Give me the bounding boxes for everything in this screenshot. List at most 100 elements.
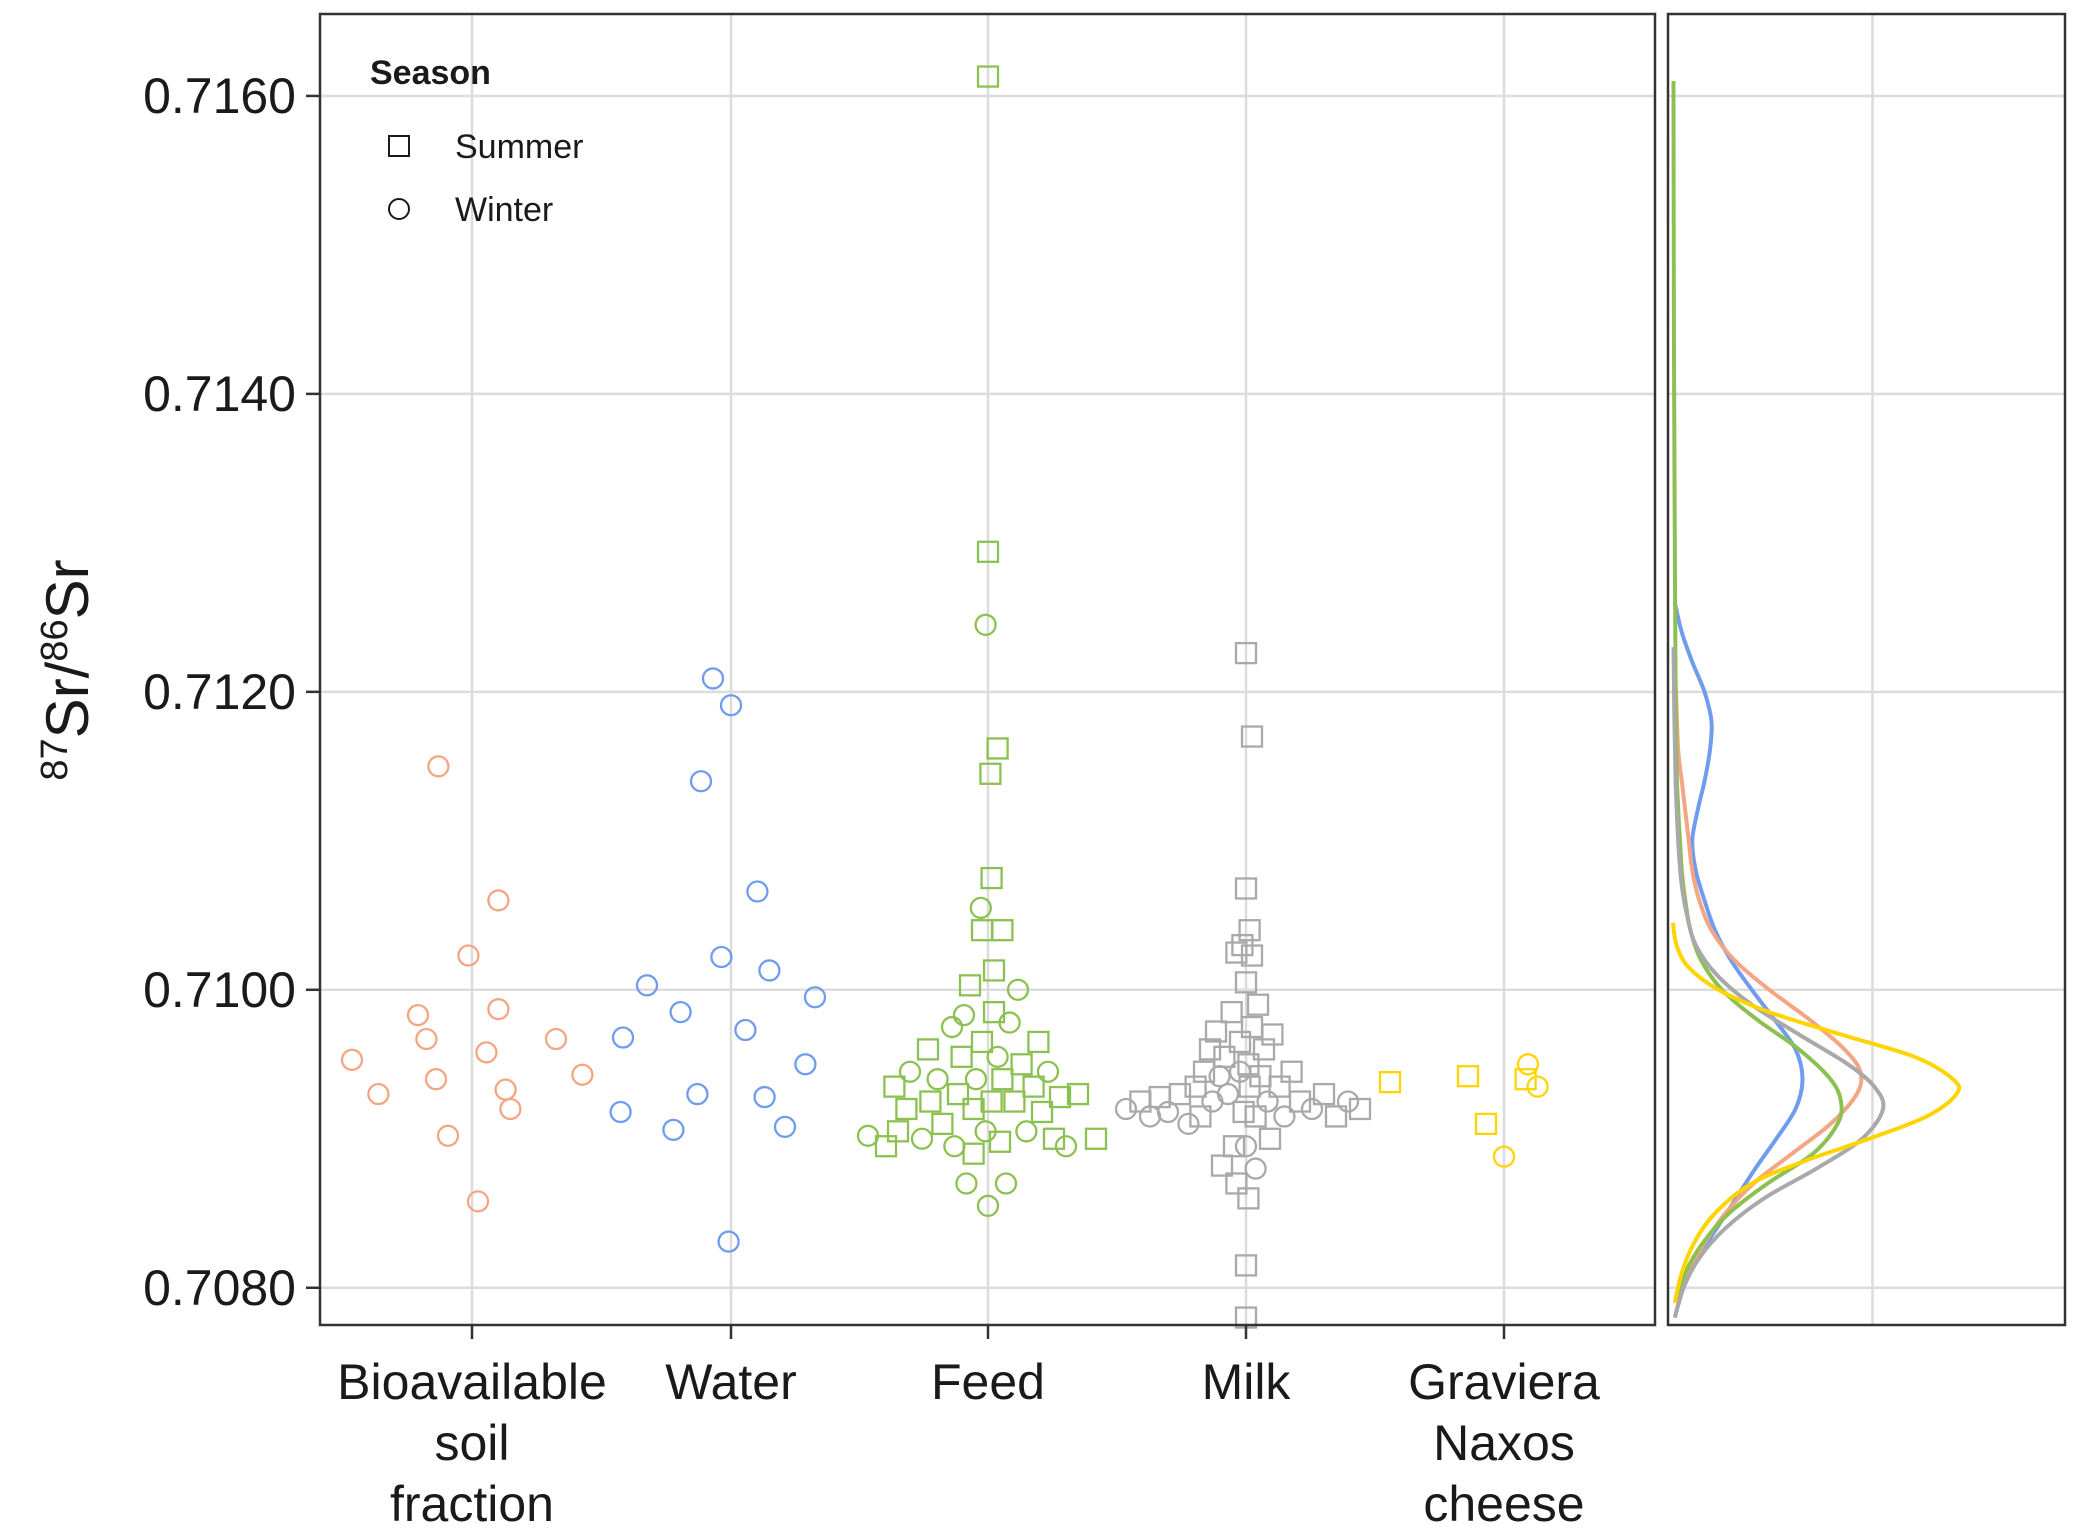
summer-point [1261,1023,1284,1046]
density-curve [1671,647,1886,1319]
legend-square-icon [388,135,410,157]
summer-point [883,1075,906,1098]
winter-point [436,1124,460,1147]
summer-point [1022,1075,1045,1098]
winter-point [340,1048,364,1071]
summer-point [1288,1090,1312,1113]
winter-point [1273,1105,1296,1128]
winter-point [1036,1060,1060,1083]
summer-point [946,1082,970,1106]
summer-point [1234,877,1258,900]
winter-point [662,1118,685,1141]
legend-circle-icon [388,198,410,220]
winter-point [719,694,743,717]
x-category-label-line: Water [665,1354,797,1410]
summer-point [1237,1053,1260,1076]
summer-point [988,1130,1012,1153]
summer-point [1244,1105,1267,1128]
winter-point [986,1045,1009,1068]
summer-point [1192,1060,1216,1083]
y-tick-label: 0.7120 [143,664,296,720]
winter-point [494,1078,517,1101]
x-category-label-line: Milk [1202,1354,1292,1410]
summer-point [1240,944,1264,967]
legend: Season Summer Winter [370,54,583,229]
x-category-label-line: fraction [390,1476,554,1532]
summer-point [1252,1038,1276,1061]
density-panel-grid [1668,14,2065,1325]
winter-point [609,1100,632,1124]
summer-point [1003,1090,1026,1113]
summer-point [950,1045,973,1068]
winter-point [794,1053,817,1076]
winter-point [1201,1090,1224,1113]
summer-point [982,959,1006,982]
winter-point [974,613,997,636]
summer-point [1220,1000,1243,1024]
summer-point [970,1030,994,1054]
x-category-label-line: Graviera [1408,1354,1600,1410]
winter-point [424,1068,448,1091]
summer-point [1312,1082,1336,1106]
summer-point [962,1097,985,1121]
winter-point [701,667,725,690]
summer-point [982,1000,1006,1024]
winter-point [1054,1135,1078,1158]
winter-point [746,880,769,903]
winter-point [1244,1157,1267,1180]
winter-point [898,1060,922,1083]
summer-point [1280,1060,1303,1083]
summer-point [979,762,1002,785]
y-tick-label: 0.7080 [143,1260,296,1316]
winter-point [367,1082,390,1106]
main-panel-grid [320,14,1655,1325]
y-label-superscript-86: 86 [34,619,76,661]
summer-point [1225,1172,1248,1195]
density-layer [1671,80,1962,1319]
summer-point [991,919,1014,942]
winter-point [635,974,659,997]
winter-point [1234,1135,1258,1158]
points-layer [340,65,1549,1329]
winter-point [1526,1075,1549,1098]
x-category-label-line: cheese [1423,1476,1584,1532]
summer-point [980,1090,1003,1113]
summer-point [976,540,1000,563]
summer-point [1189,1105,1212,1128]
y-axis-label: 87Sr/86Sr [34,559,101,780]
winter-point [994,1172,1018,1195]
winter-point [955,1172,978,1195]
winter-point [1015,1120,1038,1143]
x-category-label-line: Feed [931,1354,1045,1410]
density-curve [1671,80,1844,1304]
summer-point [1234,641,1258,665]
summer-point [1198,1038,1222,1061]
winter-point [758,959,781,982]
legend-title: Season [370,54,491,92]
summer-point [1234,1254,1258,1277]
winter-point [427,755,450,778]
summer-point [976,65,1000,88]
summer-point [1378,1071,1402,1094]
winter-point [1156,1100,1180,1124]
legend-label-summer: Summer [455,128,583,166]
y-tick-label: 0.7100 [143,962,296,1018]
x-axis: Bioavailable soil fraction Water Feed Milk Gra… [337,1325,1600,1532]
winter-point [1492,1145,1516,1168]
winter-point [689,770,713,793]
winter-point [969,896,992,920]
winter-point [940,1015,964,1039]
summer-point [1237,1187,1260,1210]
winter-point [710,945,733,969]
winter-point [803,986,827,1009]
winter-point [406,1003,430,1027]
summer-point [1228,1030,1252,1054]
winter-point [544,1027,568,1051]
summer-point [1514,1068,1537,1091]
summer-point [1010,1053,1033,1076]
winter-point [1256,1090,1279,1113]
winter-point [1516,1053,1540,1076]
y-tick-label: 0.7160 [143,68,296,124]
summer-point [1204,1020,1228,1043]
winter-point [926,1068,949,1091]
